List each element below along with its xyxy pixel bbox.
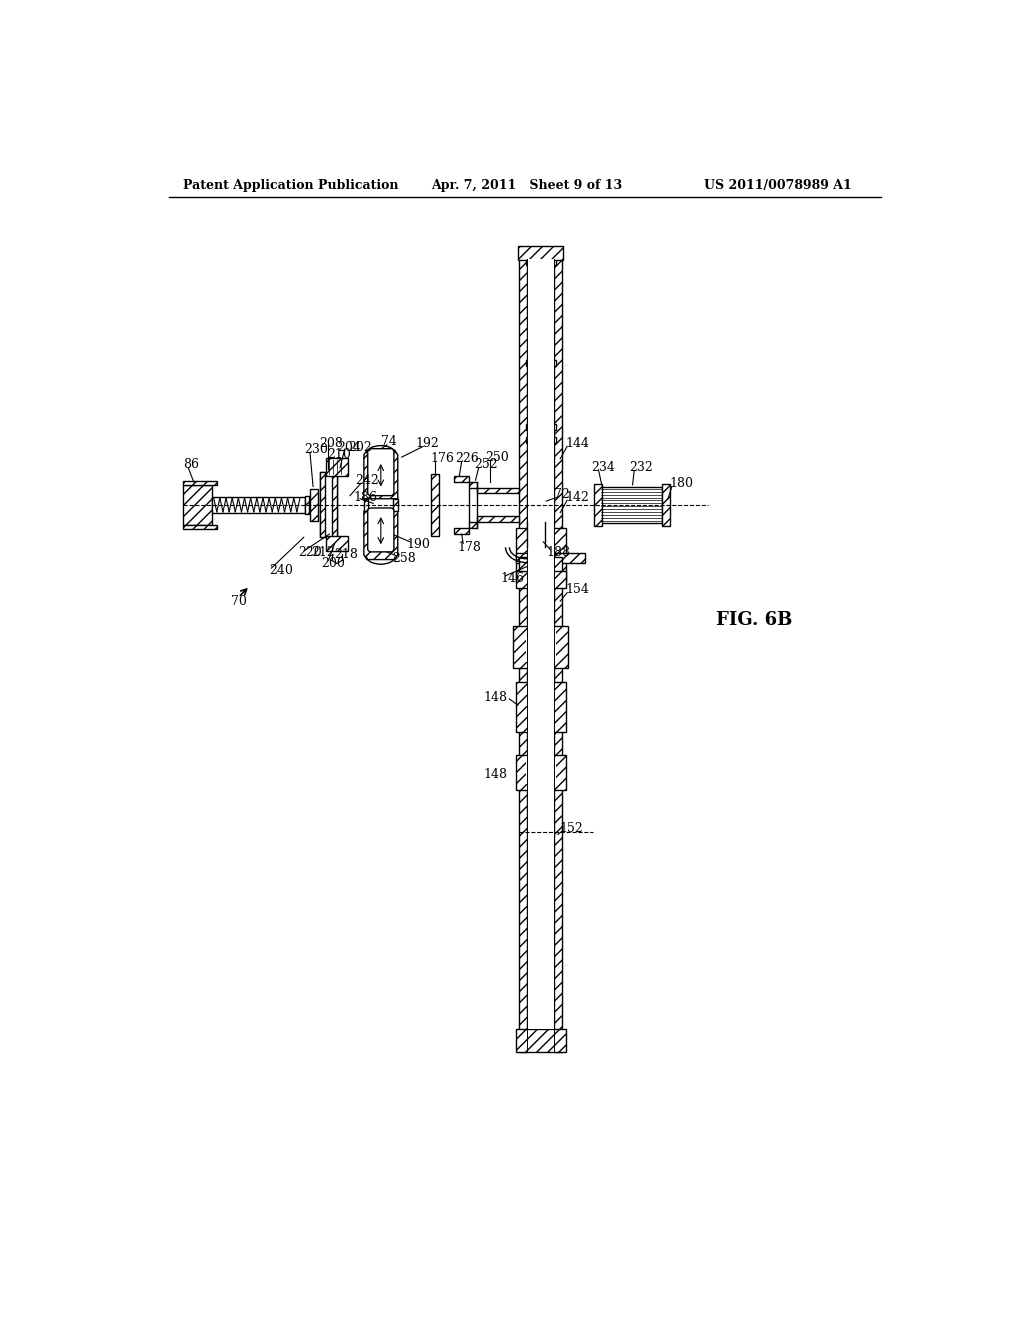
- Text: 240: 240: [269, 564, 293, 577]
- FancyBboxPatch shape: [368, 508, 394, 552]
- Bar: [525, 568, 556, 574]
- Bar: [600, 487, 662, 523]
- Text: 70: 70: [230, 594, 247, 607]
- Text: 234: 234: [591, 462, 614, 474]
- Text: 190: 190: [407, 539, 430, 552]
- Bar: [326, 458, 348, 477]
- Bar: [326, 536, 348, 552]
- Text: 148: 148: [484, 690, 508, 704]
- Text: 226: 226: [456, 453, 479, 465]
- Text: Apr. 7, 2011   Sheet 9 of 13: Apr. 7, 2011 Sheet 9 of 13: [431, 178, 622, 191]
- Text: 188: 188: [547, 546, 570, 560]
- Bar: [525, 632, 556, 663]
- Text: 192: 192: [416, 437, 439, 450]
- Bar: [594, 484, 602, 525]
- Text: 220: 220: [298, 546, 323, 560]
- Bar: [212, 498, 304, 512]
- Bar: [431, 474, 438, 536]
- Text: 72: 72: [554, 487, 569, 500]
- Bar: [304, 496, 309, 515]
- Text: 230: 230: [304, 444, 328, 455]
- Text: 186: 186: [354, 491, 378, 504]
- Text: 232: 232: [630, 462, 653, 474]
- Text: 252: 252: [474, 458, 498, 471]
- Polygon shape: [454, 475, 519, 494]
- Bar: [525, 760, 556, 784]
- Bar: [319, 471, 337, 537]
- Text: 154: 154: [565, 583, 590, 597]
- Bar: [183, 480, 217, 484]
- Text: 218: 218: [335, 548, 358, 561]
- Bar: [662, 484, 670, 525]
- Text: 202: 202: [348, 441, 372, 454]
- Text: 258: 258: [392, 552, 416, 565]
- Bar: [527, 259, 554, 1028]
- Text: 148: 148: [484, 768, 508, 781]
- Polygon shape: [454, 516, 519, 535]
- Bar: [515, 755, 565, 789]
- Text: 178: 178: [458, 541, 481, 554]
- Text: 144: 144: [565, 437, 590, 450]
- Bar: [183, 484, 212, 525]
- Bar: [515, 682, 565, 733]
- Bar: [525, 437, 556, 444]
- Text: 146: 146: [500, 573, 524, 585]
- Polygon shape: [364, 511, 397, 560]
- Bar: [319, 471, 325, 537]
- Polygon shape: [364, 450, 397, 499]
- Text: 242: 242: [355, 474, 379, 487]
- Bar: [519, 259, 527, 1052]
- Text: 74: 74: [381, 436, 396, 449]
- Text: 250: 250: [484, 450, 509, 463]
- Text: FIG. 6B: FIG. 6B: [716, 611, 793, 630]
- Text: 200: 200: [322, 557, 345, 570]
- Bar: [515, 553, 585, 562]
- Bar: [515, 1028, 565, 1052]
- Text: 210: 210: [327, 449, 351, 462]
- Bar: [333, 471, 337, 537]
- Bar: [518, 247, 563, 260]
- Bar: [513, 626, 568, 668]
- Text: 142: 142: [565, 491, 590, 504]
- Bar: [515, 528, 565, 582]
- Bar: [525, 532, 556, 539]
- FancyBboxPatch shape: [368, 449, 394, 496]
- Bar: [525, 360, 556, 367]
- Bar: [393, 499, 397, 511]
- Text: Patent Application Publication: Patent Application Publication: [183, 178, 398, 191]
- Text: 208: 208: [319, 437, 343, 450]
- Text: 176: 176: [431, 453, 455, 465]
- Text: 212: 212: [311, 546, 335, 560]
- Bar: [310, 488, 317, 521]
- Text: 152: 152: [559, 822, 584, 834]
- Bar: [183, 525, 217, 529]
- Text: 180: 180: [670, 477, 693, 490]
- Text: 204: 204: [337, 441, 360, 454]
- Text: US 2011/0078989 A1: US 2011/0078989 A1: [705, 178, 852, 191]
- Text: 86: 86: [183, 458, 199, 471]
- Bar: [364, 499, 369, 511]
- Bar: [525, 249, 556, 264]
- Bar: [525, 424, 556, 430]
- Bar: [515, 572, 565, 589]
- Bar: [519, 557, 562, 573]
- Bar: [554, 259, 562, 1052]
